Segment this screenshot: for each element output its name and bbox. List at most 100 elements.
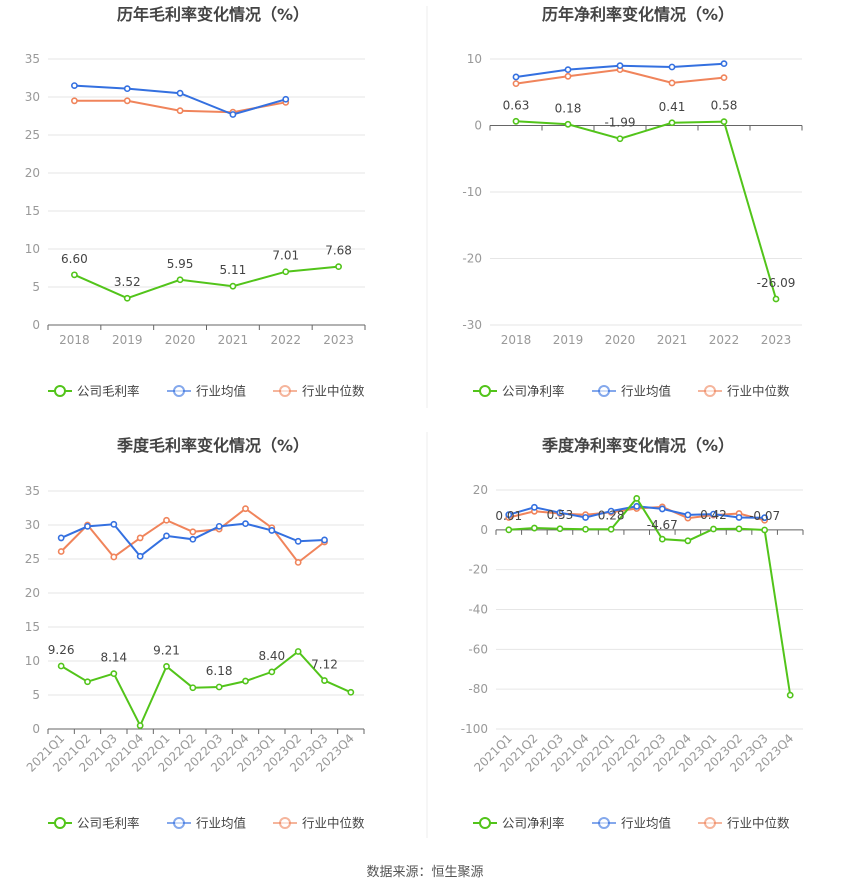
data-point-company[interactable] xyxy=(347,688,355,696)
data-point-company[interactable] xyxy=(189,684,197,692)
data-point-industry-median[interactable] xyxy=(123,97,131,105)
data-point-company[interactable] xyxy=(512,117,520,125)
data-point-industry-avg[interactable] xyxy=(633,502,641,510)
data-point-industry-avg[interactable] xyxy=(282,95,290,103)
legend-item[interactable]: 行业均值 xyxy=(592,816,671,831)
data-point-industry-median[interactable] xyxy=(564,72,572,80)
data-point-industry-avg[interactable] xyxy=(530,503,538,511)
data-point-industry-avg[interactable] xyxy=(123,85,131,93)
data-point-industry-median[interactable] xyxy=(189,528,197,536)
legend-item[interactable]: 行业均值 xyxy=(167,384,246,399)
legend-item[interactable]: 行业中位数 xyxy=(273,816,365,831)
data-point-industry-median[interactable] xyxy=(294,559,302,566)
data-point-industry-avg[interactable] xyxy=(57,534,65,542)
legend-item[interactable]: 行业中位数 xyxy=(698,384,790,399)
data-point-industry-avg[interactable] xyxy=(84,522,91,530)
data-point-industry-avg[interactable] xyxy=(189,535,197,543)
legend-item[interactable]: 公司净利率 xyxy=(473,816,565,831)
data-point-company[interactable] xyxy=(735,525,743,533)
data-point-company[interactable] xyxy=(505,526,513,534)
data-point-company[interactable] xyxy=(71,271,78,279)
data-point-company[interactable] xyxy=(582,525,589,533)
data-point-industry-avg[interactable] xyxy=(294,537,302,545)
data-point-industry-median[interactable] xyxy=(176,107,184,115)
legend-item[interactable]: 行业均值 xyxy=(592,384,671,399)
data-point-industry-avg[interactable] xyxy=(684,511,692,519)
data-point-industry-avg[interactable] xyxy=(720,60,728,68)
data-point-industry-median[interactable] xyxy=(668,79,676,87)
x-tick-label: 2022 xyxy=(709,333,740,347)
legend-item[interactable]: 行业均值 xyxy=(167,816,246,831)
data-point-company[interactable] xyxy=(658,535,666,543)
data-point-company[interactable] xyxy=(556,525,564,533)
data-point-industry-avg[interactable] xyxy=(668,63,676,71)
data-point-industry-avg[interactable] xyxy=(136,552,144,560)
data-point-industry-avg[interactable] xyxy=(616,62,624,70)
data-point-company[interactable] xyxy=(786,691,794,699)
data-point-company[interactable] xyxy=(616,135,624,143)
data-point-company[interactable] xyxy=(720,118,728,126)
data-point-industry-avg[interactable] xyxy=(710,510,717,518)
data-point-industry-avg[interactable] xyxy=(176,89,184,97)
legend-item[interactable]: 公司净利率 xyxy=(473,384,565,399)
y-tick-label: 20 xyxy=(473,483,488,497)
data-point-company[interactable] xyxy=(57,662,65,670)
data-point-company[interactable] xyxy=(321,677,328,684)
data-point-industry-avg[interactable] xyxy=(505,511,513,519)
data-point-company[interactable] xyxy=(282,268,290,276)
data-point-company[interactable] xyxy=(668,119,676,127)
data-point-company[interactable] xyxy=(335,263,342,271)
data-point-company[interactable] xyxy=(84,678,91,686)
data-point-industry-median[interactable] xyxy=(242,505,249,513)
legend-item[interactable]: 公司毛利率 xyxy=(48,384,140,399)
data-point-company[interactable] xyxy=(123,294,131,302)
data-point-industry-avg[interactable] xyxy=(512,73,520,81)
data-point-company[interactable] xyxy=(136,722,144,729)
data-point-industry-avg[interactable] xyxy=(110,520,118,528)
data-point-industry-avg[interactable] xyxy=(321,536,328,544)
data-point-industry-median[interactable] xyxy=(720,74,728,82)
data-point-industry-median[interactable] xyxy=(110,553,118,561)
data-point-industry-avg[interactable] xyxy=(556,509,564,517)
legend-item[interactable]: 公司毛利率 xyxy=(48,816,140,831)
data-point-company[interactable] xyxy=(684,537,692,545)
data-point-company[interactable] xyxy=(215,683,223,691)
data-point-industry-median[interactable] xyxy=(163,516,170,524)
data-point-company[interactable] xyxy=(176,276,184,284)
data-point-industry-avg[interactable] xyxy=(658,505,666,513)
data-point-company[interactable] xyxy=(229,282,237,290)
data-point-company[interactable] xyxy=(607,525,615,533)
data-point-industry-median[interactable] xyxy=(136,534,144,542)
legend-item[interactable]: 行业中位数 xyxy=(698,816,790,831)
data-point-company[interactable] xyxy=(268,668,276,676)
data-point-company[interactable] xyxy=(294,648,302,655)
data-point-industry-avg[interactable] xyxy=(268,527,276,534)
data-point-industry-avg[interactable] xyxy=(607,507,615,515)
legend-item[interactable]: 行业中位数 xyxy=(273,384,365,399)
data-point-company[interactable] xyxy=(163,662,170,670)
data-point-company[interactable] xyxy=(761,526,769,534)
x-tick-label: 2021 xyxy=(657,333,688,347)
data-point-industry-avg[interactable] xyxy=(761,514,769,522)
legend-marker xyxy=(173,385,185,397)
data-point-company[interactable] xyxy=(110,670,118,678)
data-point-industry-avg[interactable] xyxy=(564,66,572,74)
data-point-company[interactable] xyxy=(633,494,641,502)
data-point-industry-avg[interactable] xyxy=(582,514,589,521)
data-point-industry-avg[interactable] xyxy=(71,82,78,89)
data-point-company[interactable] xyxy=(710,525,717,533)
data-point-industry-median[interactable] xyxy=(71,97,78,105)
data-point-industry-median[interactable] xyxy=(512,80,520,88)
data-point-industry-avg[interactable] xyxy=(242,520,249,528)
y-tick-label: 5 xyxy=(32,688,40,702)
data-point-company[interactable] xyxy=(772,295,780,303)
data-point-company[interactable] xyxy=(564,120,572,128)
data-point-industry-avg[interactable] xyxy=(229,111,237,118)
data-point-industry-avg[interactable] xyxy=(163,532,170,540)
data-point-industry-avg[interactable] xyxy=(215,522,223,530)
data-point-industry-avg[interactable] xyxy=(735,514,743,521)
data-point-company[interactable] xyxy=(242,677,249,685)
data-point-industry-median[interactable] xyxy=(57,548,65,555)
series-line-company xyxy=(508,496,792,696)
data-point-company[interactable] xyxy=(530,524,538,532)
